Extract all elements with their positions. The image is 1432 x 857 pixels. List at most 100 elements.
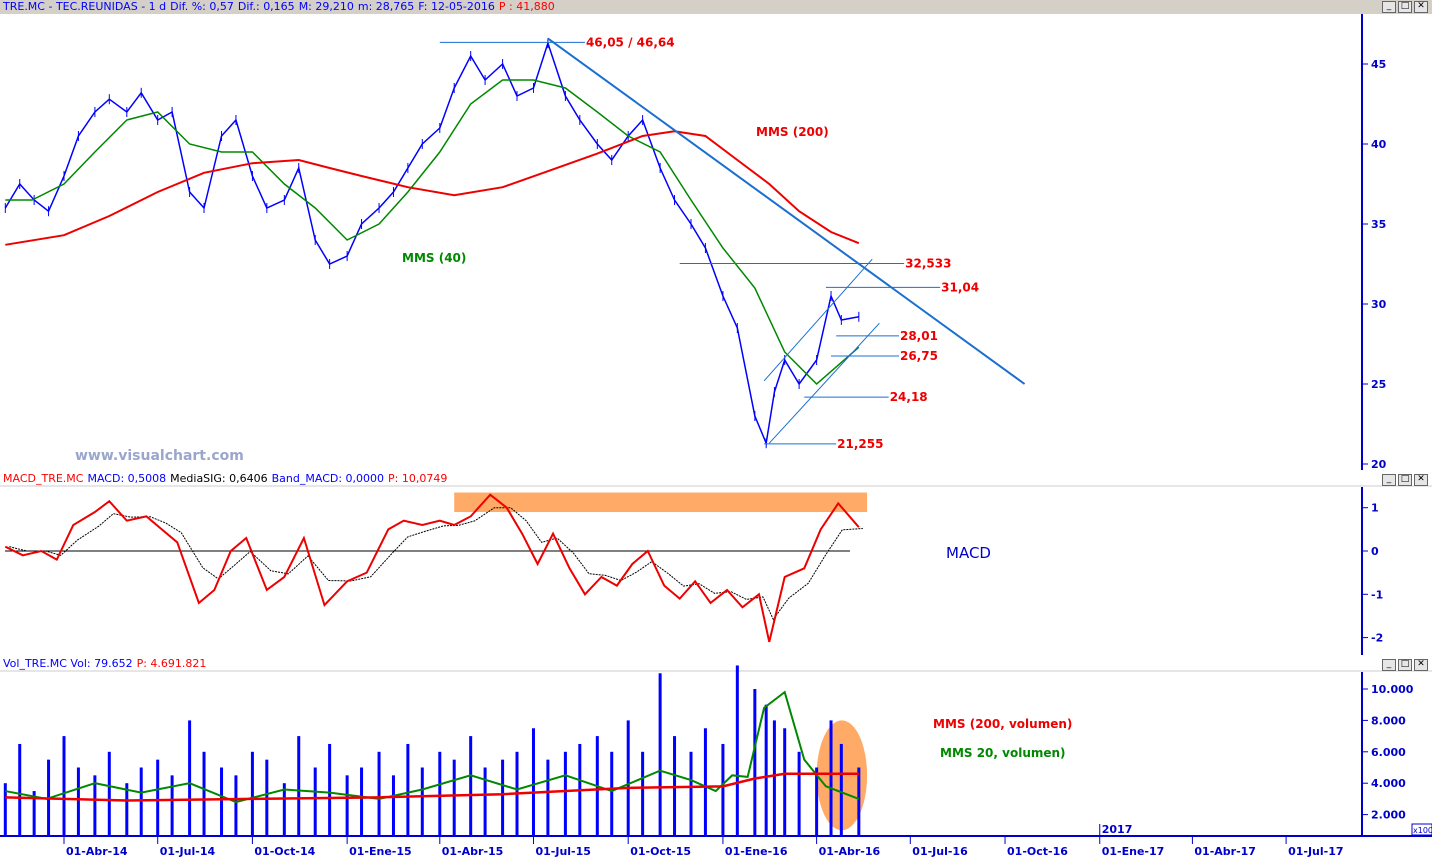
vol-mms20-line: [5, 690, 860, 804]
macd-signal-line: [9, 507, 863, 621]
volume-bar: [829, 720, 833, 836]
volume-bar: [783, 728, 787, 836]
volume-bar: [721, 743, 725, 836]
volume-bar: [839, 743, 843, 836]
y-tick-label: 1: [1371, 502, 1379, 515]
volume-bar: [406, 743, 410, 836]
volume-p: P: 4.691.821: [136, 657, 207, 670]
y-tick-label: 4.000: [1371, 777, 1406, 790]
x-tick-label: 01-Ene-17: [1102, 845, 1165, 857]
volume-bar: [501, 759, 505, 836]
level-label: 46,05 / 46,64: [586, 35, 675, 49]
volume-bar: [469, 736, 473, 836]
x-tick-label: 01-Ene-16: [725, 845, 788, 857]
maximize-button[interactable]: □: [1398, 1, 1412, 13]
volume-bar: [282, 783, 286, 836]
symbol-label: TRE.MC - TEC.REUNIDAS - 1 d: [3, 0, 167, 13]
y-tick-label: 10.000: [1371, 683, 1414, 696]
dif-pct: Dif. %: 0,57: [170, 0, 234, 13]
macd-panel-header: MACD_TRE.MC MACD: 0,5008 MediaSIG: 0,6406 B…: [0, 472, 1432, 486]
x-tick-label: 01-Oct-14: [254, 845, 315, 857]
x-tick-label: 01-Abr-17: [1194, 845, 1256, 857]
level-label: 28,01: [900, 329, 938, 343]
vol-mms200-label: MMS (200, volumen): [933, 717, 1072, 731]
volume-bar: [641, 751, 645, 836]
price-panel-header: TRE.MC - TEC.REUNIDAS - 1 d Dif. %: 0,57 D…: [0, 0, 1432, 14]
minimize-button[interactable]: _: [1382, 474, 1396, 486]
macd-label: MACD: [946, 544, 991, 562]
volume-bar: [391, 775, 395, 836]
level-label: 21,255: [837, 437, 883, 451]
close-button[interactable]: ✕: [1414, 474, 1428, 486]
volume-bar: [610, 751, 614, 836]
volume-bar: [3, 783, 7, 836]
macd-value: MACD: 0,5008: [87, 472, 167, 485]
watermark: www.visualchart.com: [75, 448, 244, 464]
close-button[interactable]: ✕: [1414, 1, 1428, 13]
y-tick-label: -1: [1371, 588, 1383, 601]
dif: Dif.: 0,165: [237, 0, 295, 13]
channel-line: [768, 322, 880, 444]
volume-bar: [297, 736, 301, 836]
y-tick-label: 8.000: [1371, 714, 1406, 727]
y-tick-label: 6.000: [1371, 746, 1406, 759]
level-label: 26,75: [900, 349, 938, 363]
volume-bar: [703, 728, 707, 836]
volume-bar: [815, 767, 819, 836]
x-tick-label: 01-Oct-15: [630, 845, 691, 857]
volume-bar: [76, 767, 80, 836]
volume-bar: [107, 751, 111, 836]
volume-bar: [328, 743, 332, 836]
maximize-button[interactable]: □: [1398, 659, 1412, 671]
x-tick-label: 01-Jul-14: [160, 845, 216, 857]
mms40-label: MMS (40): [402, 251, 466, 265]
minimize-button[interactable]: _: [1382, 659, 1396, 671]
channel-line: [763, 258, 873, 382]
level-label: 32,533: [905, 256, 951, 270]
last-price: P : 41,880: [498, 0, 555, 13]
band-value: Band_MACD: 0,0000: [271, 472, 385, 485]
volume-bar: [32, 791, 36, 836]
x-tick-label: 01-Jul-17: [1288, 845, 1343, 857]
x-tick-label: 01-Ene-15: [349, 845, 412, 857]
y-tick-label: 35: [1371, 218, 1386, 231]
x-tick-label: 01-Jul-15: [535, 845, 590, 857]
volume-bar: [250, 751, 254, 836]
volume-bar: [220, 767, 224, 836]
volume-bar: [546, 759, 550, 836]
x-tick-label: 01-Jul-16: [912, 845, 968, 857]
macd-highlight: [454, 492, 868, 513]
close-button[interactable]: ✕: [1414, 659, 1428, 671]
volume-bar: [626, 720, 630, 836]
min: m: 28,765: [357, 0, 415, 13]
volume-bar: [93, 775, 97, 836]
y-tick-label: 30: [1371, 298, 1387, 311]
mms200-label: MMS (200): [756, 125, 829, 139]
volume-bar: [360, 767, 364, 836]
volume-name: Vol_TRE.MC Vol: 79.652: [3, 657, 133, 670]
y-tick-label: 45: [1371, 58, 1386, 71]
unit-badge: [1411, 823, 1432, 836]
y-tick-label: 2.000: [1371, 809, 1406, 822]
volume-bar: [438, 751, 442, 836]
max: M: 29,210: [298, 0, 354, 13]
unit-badge-label: x100: [1413, 826, 1432, 835]
macd-p: P: 10,0749: [388, 472, 448, 485]
volume-bar: [125, 783, 129, 836]
volume-bar: [139, 767, 143, 836]
mms200-line: [5, 130, 860, 246]
vol-mms200-line: [5, 772, 859, 802]
level-label: 31,04: [941, 280, 979, 294]
minimize-button[interactable]: _: [1382, 1, 1396, 13]
y-tick-label: 20: [1371, 458, 1387, 471]
maximize-button[interactable]: □: [1398, 474, 1412, 486]
x-tick-label: 01-Abr-15: [442, 845, 504, 857]
volume-bar: [202, 751, 206, 836]
y-tick-label: 0: [1371, 545, 1379, 558]
x-tick-label: 01-Oct-16: [1007, 845, 1068, 857]
volume-bar: [772, 720, 776, 836]
level-label: 24,18: [890, 390, 928, 404]
volume-bar: [797, 751, 801, 836]
y-tick-label: 25: [1371, 378, 1386, 391]
